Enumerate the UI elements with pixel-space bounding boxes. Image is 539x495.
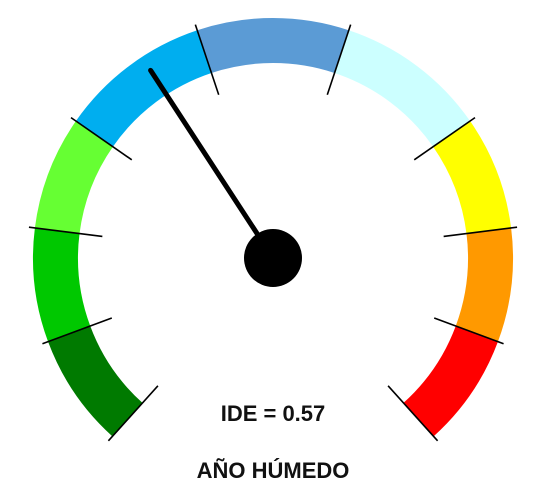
tick-mark [107, 385, 159, 442]
gauge-band [334, 30, 471, 147]
tick-mark [443, 226, 518, 238]
needle-group [148, 67, 302, 287]
gauge-band [403, 325, 498, 437]
gauge-band [75, 30, 212, 147]
gauge-band [48, 325, 143, 437]
gauge-band [433, 121, 512, 234]
value-label: IDE = 0.57 [221, 401, 326, 426]
gauge-band [197, 18, 349, 73]
tick-mark [433, 317, 504, 345]
gauge-band [455, 227, 513, 342]
bands [33, 18, 513, 437]
gauge-band [34, 121, 113, 234]
tick-mark [28, 226, 103, 238]
tick-mark [326, 24, 352, 96]
ticks [28, 24, 518, 442]
gauge-band [33, 227, 91, 342]
needle [148, 67, 276, 261]
needle-hub [244, 229, 302, 287]
annotation: AÑO HÚMEDO [197, 458, 350, 483]
tick-mark [194, 24, 220, 96]
tick-mark [70, 116, 133, 161]
tick-mark [413, 116, 476, 161]
tick-mark [42, 317, 113, 345]
tick-mark [387, 385, 439, 442]
